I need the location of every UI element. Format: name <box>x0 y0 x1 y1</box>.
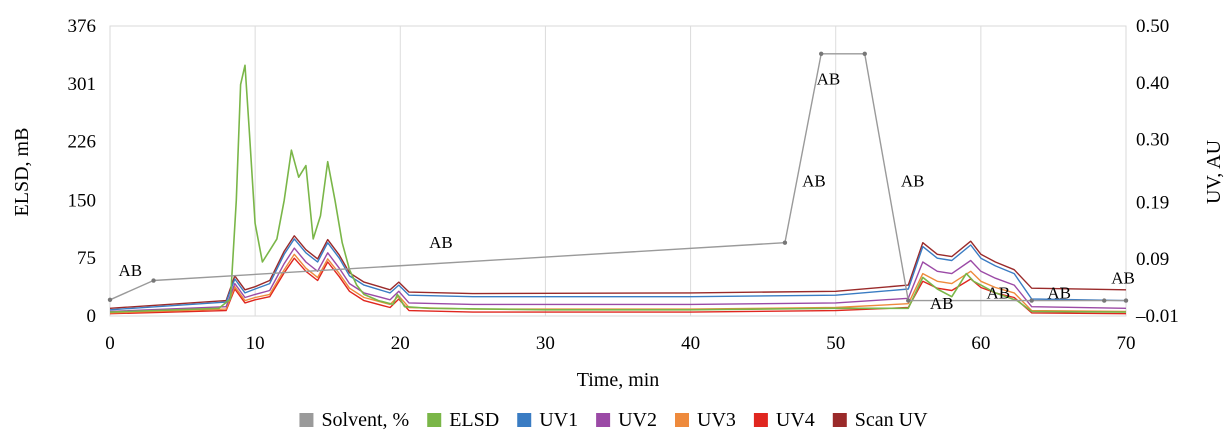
x-tick-label-4: 40 <box>681 333 700 354</box>
legend: Solvent, % ELSD UV1 UV2 UV3 UV4 Scan UV <box>299 409 928 431</box>
y-tick-label-2: 150 <box>68 190 97 211</box>
solvent-point-0 <box>107 297 113 303</box>
legend-label-1: ELSD <box>449 409 499 431</box>
legend-label-5: UV4 <box>776 409 815 431</box>
y2-tick-label-1: 0.09 <box>1136 249 1169 270</box>
y2-tick-label-4: 0.40 <box>1136 73 1169 94</box>
solvent-point-5 <box>906 298 911 303</box>
legend-swatch-6 <box>832 413 847 427</box>
y2-tick-label-2: 0.19 <box>1136 192 1169 213</box>
series-line-1 <box>109 64 1127 313</box>
legend-swatch-5 <box>753 413 768 427</box>
plot-area <box>109 25 1127 317</box>
y-tick-label-1: 75 <box>77 248 96 269</box>
legend-label-3: UV2 <box>618 409 657 431</box>
solvent-point-7 <box>1102 298 1107 303</box>
annotation-label-8: AB <box>1111 269 1135 288</box>
y-tick-label-4: 301 <box>68 74 97 95</box>
x-axis-label: Time, min <box>577 369 660 391</box>
legend-label-2: UV1 <box>539 409 578 431</box>
solvent-point-4 <box>862 51 867 56</box>
x-tick-label-3: 30 <box>536 333 555 354</box>
legend-swatch-2 <box>517 413 532 427</box>
y-tick-label-3: 226 <box>68 132 97 153</box>
series-line-3 <box>109 247 1127 313</box>
annotation-label-4: AB <box>901 171 925 190</box>
legend-swatch-4 <box>675 413 690 427</box>
x-tick-label-2: 20 <box>391 333 410 354</box>
annotation-label-3: AB <box>802 171 826 190</box>
x-tick-label-1: 10 <box>246 333 265 354</box>
x-tick-label-0: 0 <box>105 333 115 354</box>
legend-swatch-1 <box>427 413 442 427</box>
y-tick-label-5: 376 <box>68 16 97 37</box>
series-line-6 <box>109 235 1127 309</box>
y2-axis-ticks: –0.01 0.09 0.19 0.30 0.40 0.50 <box>1135 16 1179 327</box>
annotation-label-0: AB <box>119 261 143 280</box>
y2-axis-label: UV, AU <box>1203 139 1225 204</box>
solvent-point-8 <box>1123 298 1129 303</box>
x-axis-ticks: 0 10 20 30 40 50 60 70 <box>105 333 1135 354</box>
y-axis-ticks: 0 75 150 226 301 376 <box>68 16 97 327</box>
x-tick-label-7: 70 <box>1117 333 1136 354</box>
y-tick-label-0: 0 <box>87 306 97 327</box>
legend-label-6: Scan UV <box>855 409 928 431</box>
annotation-label-7: AB <box>1047 283 1071 302</box>
annotation-label-1: AB <box>429 233 453 252</box>
annotation-label-2: AB <box>817 70 841 89</box>
annotation-label-5: AB <box>930 294 954 313</box>
solvent-point-1 <box>151 278 156 283</box>
y-axis-label: ELSD, mB <box>11 128 33 217</box>
series-layer <box>107 51 1129 315</box>
legend-label-4: UV3 <box>697 409 736 431</box>
legend-label-0: Solvent, % <box>321 409 409 431</box>
x-tick-label-5: 50 <box>826 333 845 354</box>
solvent-point-2 <box>782 240 788 245</box>
annotation-label-6: AB <box>986 283 1010 302</box>
legend-swatch-3 <box>596 413 611 427</box>
solvent-point-6 <box>1029 298 1034 303</box>
legend-swatch-0 <box>299 413 314 427</box>
series-line-2 <box>109 238 1127 311</box>
gridlines <box>254 26 982 316</box>
solvent-point-3 <box>819 51 824 56</box>
annotation-layer: AB AB AB AB AB AB AB AB AB <box>119 70 1135 313</box>
x-tick-label-6: 60 <box>971 333 990 354</box>
y2-tick-label-3: 0.30 <box>1136 130 1169 151</box>
y2-tick-label-0: –0.01 <box>1135 306 1179 327</box>
y2-tick-label-5: 0.50 <box>1136 16 1169 37</box>
